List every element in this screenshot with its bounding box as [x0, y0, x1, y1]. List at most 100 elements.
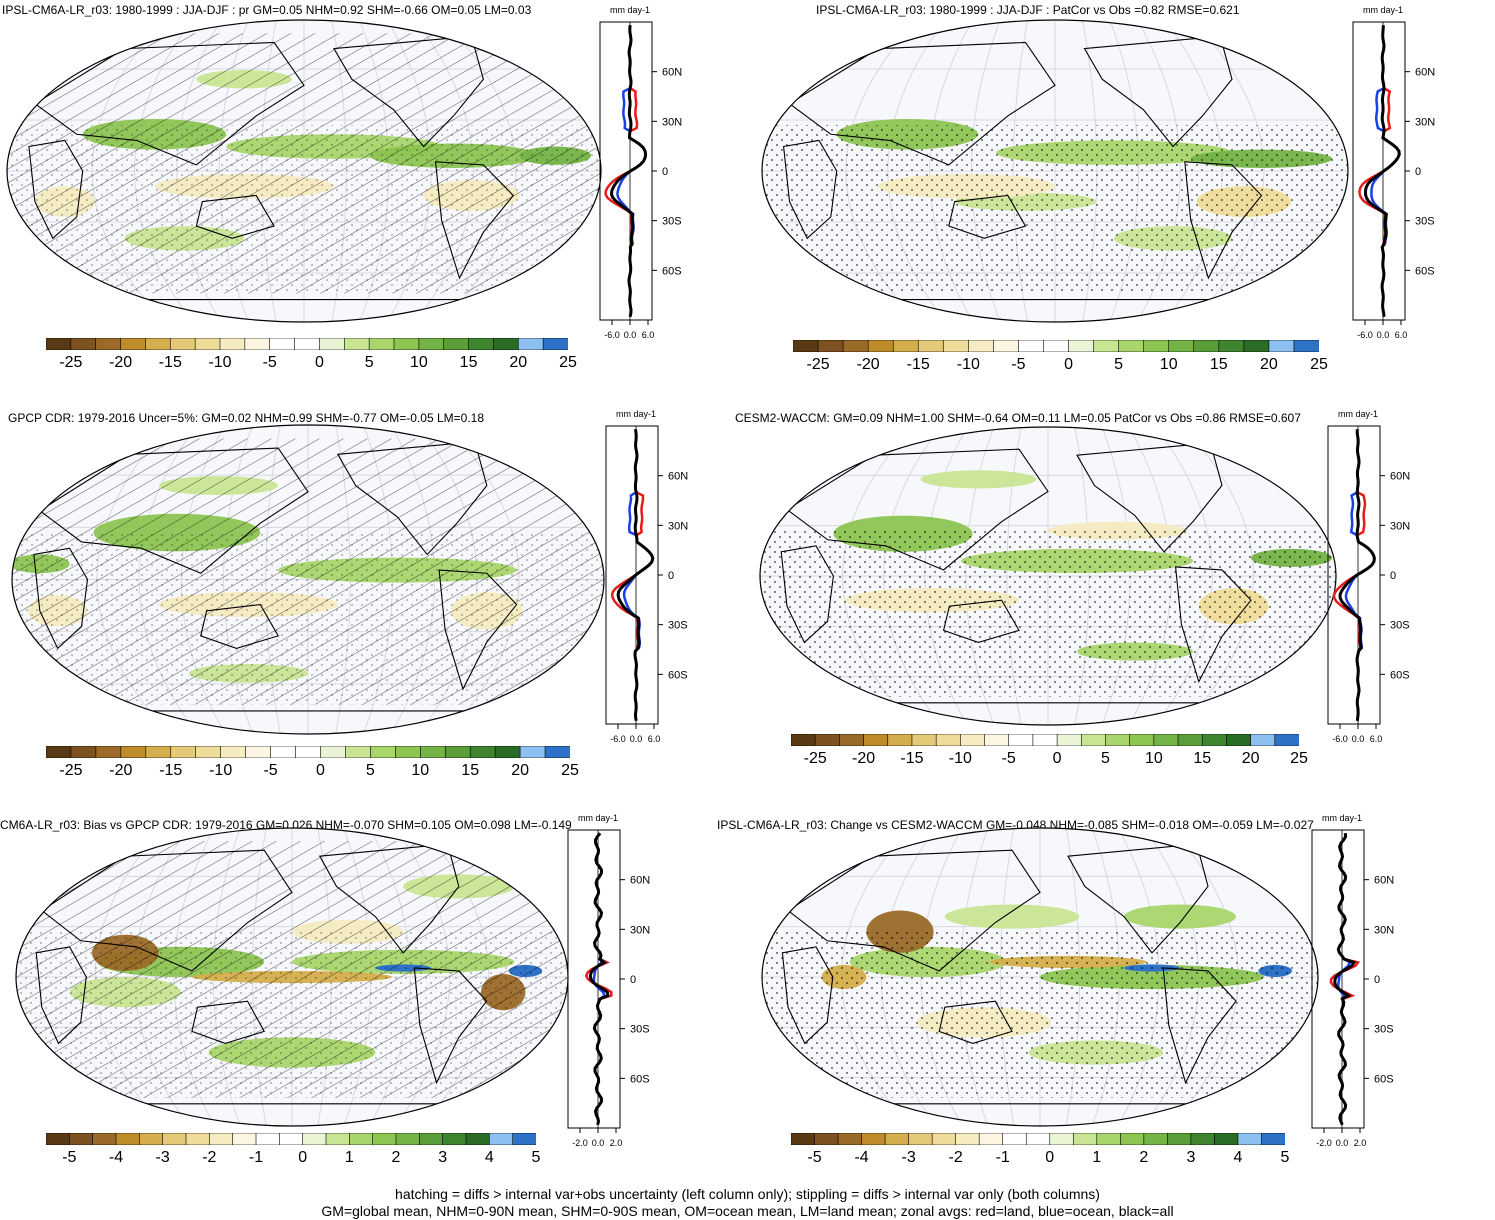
colorbar-swatch	[465, 1133, 490, 1145]
zonal-mean-plot: mm day-1 60N 30N 0 30S 60S -6.0 0.0 6.0	[605, 409, 688, 744]
colorbar-swatch	[867, 340, 894, 352]
colorbar-swatch	[220, 746, 247, 758]
lat-label: 60N	[1415, 67, 1435, 79]
map-frame	[761, 19, 1349, 323]
colorbar-swatch	[170, 746, 197, 758]
colorbar-label: -4	[854, 1149, 869, 1166]
map-frame	[6, 19, 602, 323]
zonal-curve-land	[1332, 429, 1376, 721]
colorbar-swatch	[1177, 734, 1203, 746]
x-tick-label: 0.0	[1352, 734, 1365, 744]
coastline	[12, 710, 604, 734]
colorbar-label: 10	[1144, 750, 1163, 767]
colorbar-label: -15	[900, 750, 924, 767]
colorbar-label: -20	[856, 356, 880, 373]
colorbar-label: -4	[108, 1149, 124, 1166]
coastline	[762, 1103, 1318, 1126]
colorbar-swatch	[837, 1133, 863, 1145]
lat-label: 60N	[668, 471, 688, 483]
lat-label: 60N	[1374, 875, 1394, 887]
colorbar-swatch	[887, 734, 913, 746]
x-tick-label: 2.0	[1354, 1138, 1367, 1148]
colorbar-swatch	[489, 1133, 514, 1145]
colorbar-label: 0	[1045, 1149, 1055, 1166]
colorbar-swatch	[791, 1133, 816, 1145]
colorbar-swatch	[1032, 734, 1058, 746]
zonal-frame	[599, 21, 653, 321]
lat-label: 60N	[662, 67, 682, 79]
colorbar	[46, 338, 568, 350]
colorbar-swatch	[1120, 1133, 1145, 1145]
colorbar-swatch	[1129, 734, 1155, 746]
stippling-overlay	[12, 532, 604, 705]
lat-label: 0	[668, 570, 674, 582]
colorbar-label: 1	[1092, 1149, 1102, 1166]
colorbar-label: 5	[1114, 356, 1124, 373]
colorbar-swatch	[145, 746, 172, 758]
colorbar-swatch	[993, 340, 1020, 352]
colorbar-swatch	[817, 340, 844, 352]
colorbar-swatch	[120, 338, 147, 350]
colorbar-label: -15	[906, 356, 930, 373]
x-tick-label: 6.0	[1370, 734, 1383, 744]
colorbar-swatch	[294, 338, 321, 350]
zonal-curve-land	[604, 25, 647, 317]
colorbar-label: 25	[1290, 750, 1308, 767]
colorbar-label: -25	[59, 762, 83, 779]
colorbar-label: 20	[511, 762, 529, 779]
lat-label: 30S	[630, 1024, 650, 1036]
colorbar-swatch	[544, 746, 570, 758]
colorbar-label: 2	[1139, 1149, 1149, 1166]
colorbar-label: 4	[484, 1149, 494, 1166]
zonal-mean-plot: mm day-1 60N 30N 0 30S 60S -2.0 0.0 2.0	[567, 813, 650, 1148]
colorbar-label: -3	[901, 1149, 916, 1166]
lat-label: 0	[1390, 570, 1396, 582]
colorbar-swatch	[1190, 1133, 1216, 1145]
zonal-curve-ocean	[622, 429, 655, 721]
colorbar-swatch	[892, 340, 919, 352]
colorbar-swatch	[1250, 734, 1276, 746]
colorbar-swatch	[395, 746, 421, 758]
colorbar-swatch	[169, 338, 196, 350]
colorbar-label: -20	[109, 354, 133, 371]
colorbar-swatch	[842, 340, 869, 352]
colorbar-swatch	[393, 338, 420, 350]
precip-anomaly-positive	[1124, 904, 1236, 929]
panel-title: IPSL-CM6A-LR_r03: 1980-1999 : JJA-DJF : …	[816, 3, 1240, 17]
colorbar-swatch	[791, 734, 816, 746]
stippling-overlay	[7, 125, 601, 294]
colorbar-label: 20	[1259, 356, 1278, 373]
map	[759, 426, 1337, 726]
colorbar-swatch	[978, 1133, 1004, 1145]
colorbar-label: 0	[1052, 750, 1062, 767]
colorbar-swatch	[1168, 340, 1195, 352]
colorbar-swatch	[1018, 340, 1045, 352]
colorbar-label: 5	[1101, 750, 1110, 767]
colorbar-swatch	[1193, 340, 1220, 352]
colorbar-swatch	[1049, 1133, 1074, 1145]
colorbar-swatch	[162, 1133, 187, 1145]
zonal-mean-plot: mm day-1 60N 30N 0 30S 60S -6.0 0.0 6.0	[599, 5, 682, 340]
colorbar-swatch	[1056, 734, 1082, 746]
zonal-curve-land	[1358, 25, 1401, 317]
coastline	[762, 298, 1348, 322]
x-tick-label: -2.0	[1316, 1138, 1332, 1148]
x-tick-label: -6.0	[1332, 734, 1348, 744]
colorbar-swatch	[115, 1133, 140, 1145]
x-tick-label: 6.0	[648, 734, 661, 744]
colorbar-label: -3	[155, 1149, 170, 1166]
colorbar-swatch	[232, 1133, 257, 1145]
x-tick-label: 2.0	[610, 1138, 623, 1148]
lat-label: 30N	[1390, 520, 1410, 532]
colorbar-label: -5	[263, 762, 278, 779]
colorbar-swatch	[917, 340, 944, 352]
colorbar-swatch	[1096, 1133, 1121, 1145]
x-tick-label: -6.0	[604, 330, 620, 340]
colorbar-swatch	[468, 338, 495, 350]
map-frame	[761, 827, 1319, 1127]
zonal-curve-all	[616, 429, 655, 721]
x-tick-label: -2.0	[572, 1138, 588, 1148]
lat-label: 30S	[1374, 1024, 1394, 1036]
colorbar-swatch	[814, 734, 840, 746]
colorbar-swatch	[95, 746, 122, 758]
